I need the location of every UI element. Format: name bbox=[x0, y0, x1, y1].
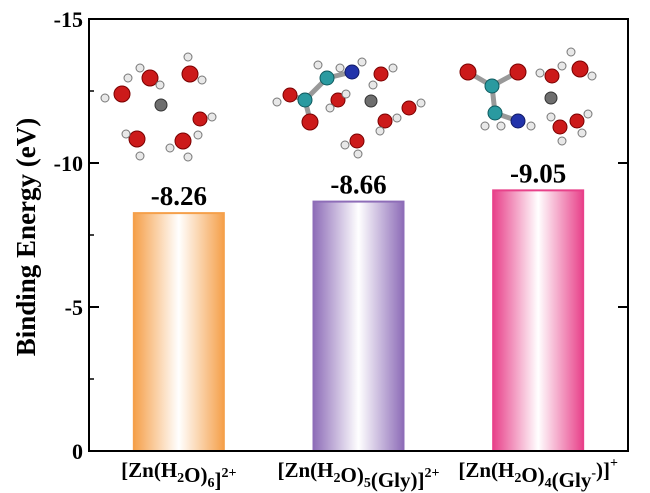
zn-h2o6-molecule-icon bbox=[100, 52, 217, 162]
zn-h2o4-gly-molecule-icon bbox=[459, 47, 597, 146]
y-axis-label: Binding Energy (eV) bbox=[11, 118, 41, 357]
bar-value-label-1: -8.26 bbox=[151, 181, 207, 211]
bar-value-label-3: -9.05 bbox=[510, 158, 566, 188]
y-tick-label: -15 bbox=[54, 7, 83, 32]
category-label-3: [Zn(H2O)4(Gly-)]+ bbox=[458, 456, 618, 492]
y-tick-label: 0 bbox=[72, 439, 83, 464]
axes: 0 -5 -10 -15 [Zn(H2O)6]2+ [Zn(H2O)5(Gly)]2+ [Z… bbox=[54, 7, 629, 492]
zn-h2o5-gly-molecule-icon bbox=[272, 57, 426, 159]
category-label-2: [Zn(H2O)5(Gly)]2+ bbox=[278, 458, 440, 492]
bar-value-label-2: -8.66 bbox=[330, 170, 386, 200]
bar-3 bbox=[492, 189, 585, 453]
category-label-1: [Zn(H2O)6]2+ bbox=[121, 458, 236, 492]
bar-group bbox=[132, 189, 585, 453]
value-label-group: -8.26 -8.66 -9.05 bbox=[151, 158, 567, 211]
bar-1 bbox=[132, 212, 225, 452]
bar-2 bbox=[312, 200, 405, 452]
y-tick-label: -5 bbox=[65, 295, 83, 320]
y-tick-label: -10 bbox=[54, 151, 83, 176]
